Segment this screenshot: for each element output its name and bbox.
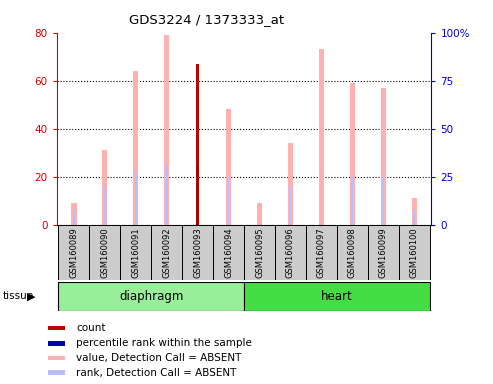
Text: percentile rank within the sample: percentile rank within the sample	[76, 338, 252, 348]
Bar	[48, 356, 66, 360]
Bar	[197, 167, 198, 225]
Text: heart: heart	[321, 290, 353, 303]
Bar	[196, 64, 199, 225]
Bar	[383, 177, 385, 225]
Bar	[318, 50, 324, 225]
Text: GSM160092: GSM160092	[162, 227, 171, 278]
Text: ▶: ▶	[27, 291, 35, 301]
Bar	[71, 203, 76, 225]
Bar	[288, 143, 293, 225]
FancyBboxPatch shape	[306, 225, 337, 280]
Bar	[412, 198, 417, 225]
Bar	[259, 213, 260, 225]
Text: GSM160099: GSM160099	[379, 227, 388, 278]
Bar	[414, 210, 415, 225]
Bar	[257, 203, 262, 225]
Text: GSM160093: GSM160093	[193, 227, 202, 278]
Text: GSM160089: GSM160089	[69, 227, 78, 278]
Text: tissue: tissue	[2, 291, 34, 301]
Bar	[381, 88, 386, 225]
Text: GSM160097: GSM160097	[317, 227, 326, 278]
FancyBboxPatch shape	[120, 225, 151, 280]
Text: GDS3224 / 1373333_at: GDS3224 / 1373333_at	[130, 13, 284, 26]
Bar	[289, 186, 291, 225]
FancyBboxPatch shape	[399, 225, 430, 280]
Bar	[226, 109, 231, 225]
Text: GSM160096: GSM160096	[286, 227, 295, 278]
Bar	[228, 177, 229, 225]
Bar	[352, 177, 353, 225]
FancyBboxPatch shape	[89, 225, 120, 280]
FancyBboxPatch shape	[244, 282, 430, 311]
FancyBboxPatch shape	[151, 225, 182, 280]
Text: count: count	[76, 323, 106, 333]
Bar	[164, 35, 170, 225]
FancyBboxPatch shape	[275, 225, 306, 280]
FancyBboxPatch shape	[368, 225, 399, 280]
FancyBboxPatch shape	[213, 225, 244, 280]
Bar	[48, 341, 66, 346]
Bar	[104, 186, 106, 225]
Bar	[350, 83, 355, 225]
Text: GSM160100: GSM160100	[410, 227, 419, 278]
Bar	[102, 150, 107, 225]
Text: value, Detection Call = ABSENT: value, Detection Call = ABSENT	[76, 353, 242, 363]
Text: rank, Detection Call = ABSENT: rank, Detection Call = ABSENT	[76, 367, 237, 377]
Text: GSM160094: GSM160094	[224, 227, 233, 278]
Text: GSM160098: GSM160098	[348, 227, 357, 278]
Bar	[48, 326, 66, 330]
Text: GSM160090: GSM160090	[100, 227, 109, 278]
Bar	[166, 165, 168, 225]
FancyBboxPatch shape	[58, 282, 244, 311]
FancyBboxPatch shape	[337, 225, 368, 280]
Bar	[133, 71, 139, 225]
Bar	[73, 210, 74, 225]
Text: diaphragm: diaphragm	[119, 290, 183, 303]
Text: GSM160091: GSM160091	[131, 227, 140, 278]
FancyBboxPatch shape	[58, 225, 89, 280]
FancyBboxPatch shape	[244, 225, 275, 280]
FancyBboxPatch shape	[182, 225, 213, 280]
Text: GSM160095: GSM160095	[255, 227, 264, 278]
Bar	[135, 172, 137, 225]
Bar	[320, 167, 322, 225]
Bar	[48, 370, 66, 375]
